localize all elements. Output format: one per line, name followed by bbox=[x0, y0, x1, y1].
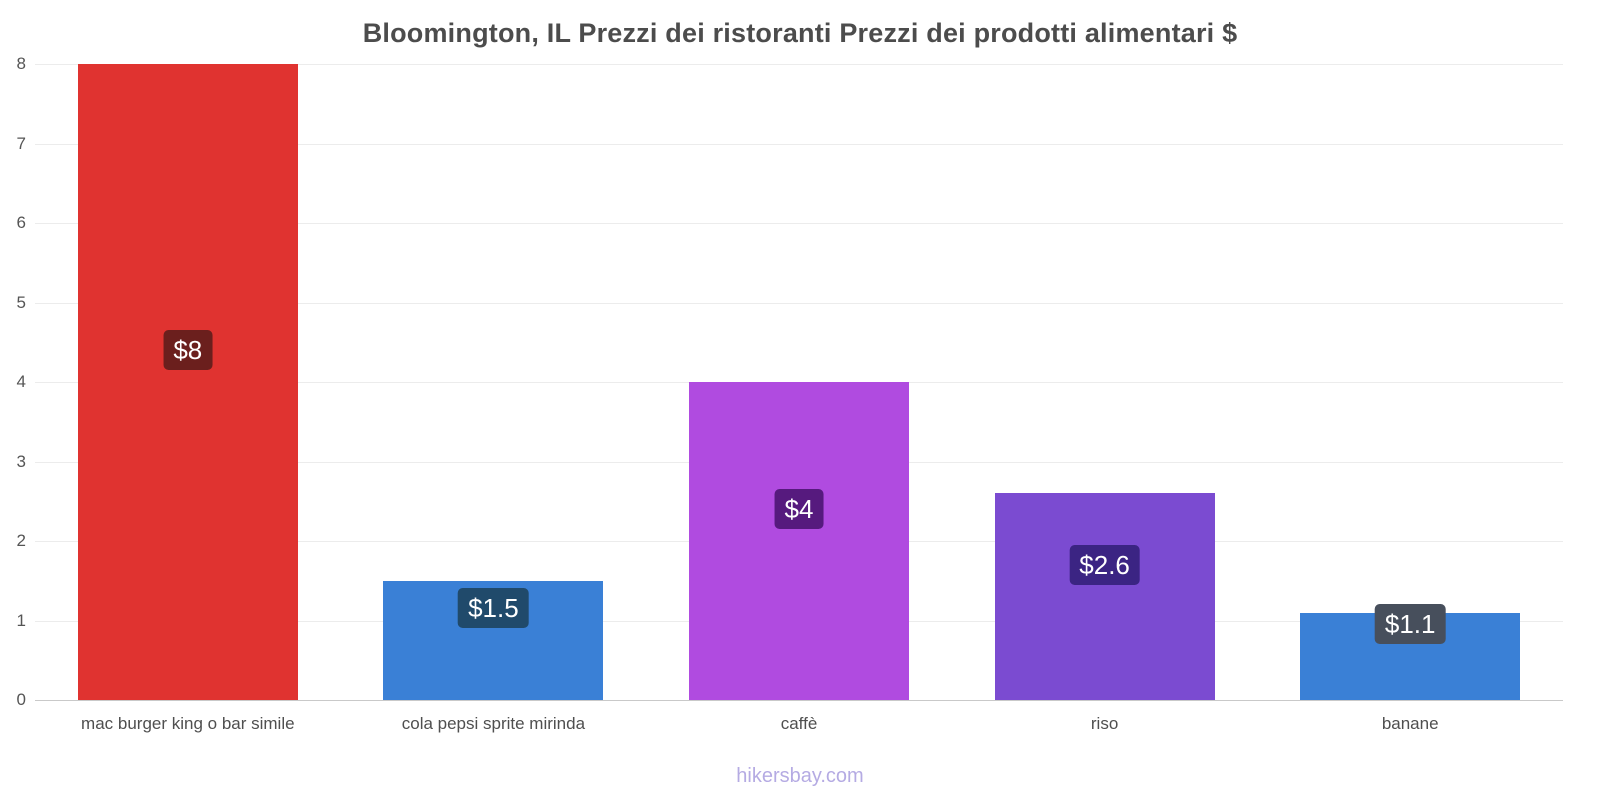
y-axis-tick-label: 4 bbox=[16, 372, 26, 391]
gridline bbox=[35, 302, 1563, 304]
gridline bbox=[35, 223, 1563, 224]
y-axis-tick-label: 8 bbox=[16, 54, 26, 73]
gridline bbox=[35, 64, 1563, 65]
x-axis-category-label: caffè bbox=[780, 714, 818, 733]
y-axis: 0 1 2 3 4 5 6 7 8 bbox=[0, 54, 26, 709]
x-axis-category-label: cola pepsi sprite mirinda bbox=[401, 714, 586, 733]
x-axis-category-label: riso bbox=[1090, 714, 1119, 733]
bar bbox=[77, 64, 298, 700]
y-axis-tick-label: 6 bbox=[16, 213, 26, 232]
x-axis-category-label: banane bbox=[1381, 714, 1439, 733]
chart-title: Bloomington, IL Prezzi dei ristoranti Pr… bbox=[362, 18, 1238, 48]
bar-value-badge: $1.5 bbox=[458, 588, 529, 629]
y-axis-tick-label: 2 bbox=[16, 531, 26, 550]
y-axis-tick-label: 5 bbox=[16, 292, 26, 312]
y-axis-tick-label: 3 bbox=[16, 451, 26, 471]
y-axis-tick-label: 0 bbox=[16, 690, 26, 709]
x-axis-labels: mac burger king o bar simile cola pepsi s… bbox=[35, 714, 1563, 738]
bar-value-badge: $8 bbox=[163, 330, 213, 370]
y-axis-tick-label: 1 bbox=[16, 610, 26, 630]
bar-value-badge: $1.1 bbox=[1374, 604, 1446, 645]
x-axis-category-label: mac burger king o bar simile bbox=[81, 714, 295, 733]
watermark-text: hikersbay.com bbox=[736, 765, 864, 787]
y-axis-tick-label: 7 bbox=[16, 133, 26, 153]
bar bbox=[689, 382, 909, 700]
plot-area: $8 $1.5 $4 $2.6 $1.1 bbox=[35, 64, 1563, 701]
bar-value-badge: $2.6 bbox=[1069, 544, 1140, 585]
bar bbox=[994, 493, 1215, 700]
bar-value-badge: $4 bbox=[774, 489, 824, 529]
gridline bbox=[35, 143, 1563, 145]
